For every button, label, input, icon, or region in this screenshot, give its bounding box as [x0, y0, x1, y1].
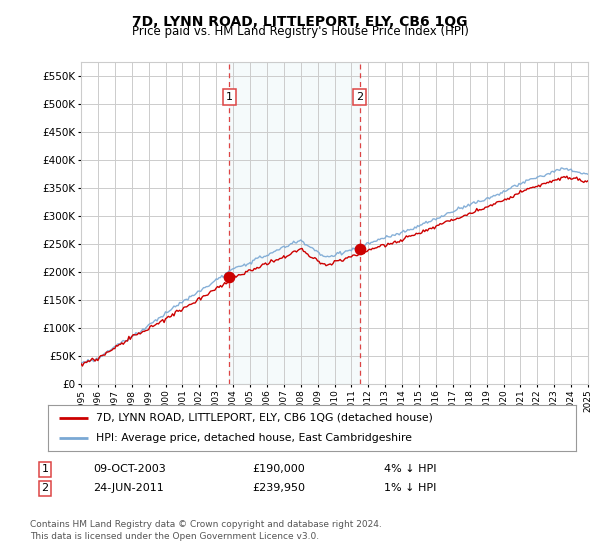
Text: 2: 2: [356, 92, 363, 102]
Text: 4% ↓ HPI: 4% ↓ HPI: [384, 464, 437, 474]
Text: This data is licensed under the Open Government Licence v3.0.: This data is licensed under the Open Gov…: [30, 532, 319, 541]
Text: 1: 1: [41, 464, 49, 474]
Text: HPI: Average price, detached house, East Cambridgeshire: HPI: Average price, detached house, East…: [95, 433, 412, 444]
Text: 1: 1: [226, 92, 233, 102]
Text: 1% ↓ HPI: 1% ↓ HPI: [384, 483, 436, 493]
Text: 2: 2: [41, 483, 49, 493]
Text: 09-OCT-2003: 09-OCT-2003: [93, 464, 166, 474]
Text: £239,950: £239,950: [252, 483, 305, 493]
Point: [355, 245, 364, 254]
Text: 7D, LYNN ROAD, LITTLEPORT, ELY, CB6 1QG: 7D, LYNN ROAD, LITTLEPORT, ELY, CB6 1QG: [132, 15, 468, 29]
Bar: [229, 62, 359, 384]
Text: Price paid vs. HM Land Registry's House Price Index (HPI): Price paid vs. HM Land Registry's House …: [131, 25, 469, 38]
Text: £190,000: £190,000: [252, 464, 305, 474]
Text: 7D, LYNN ROAD, LITTLEPORT, ELY, CB6 1QG (detached house): 7D, LYNN ROAD, LITTLEPORT, ELY, CB6 1QG …: [95, 413, 433, 423]
Text: 24-JUN-2011: 24-JUN-2011: [93, 483, 164, 493]
Point: [224, 273, 234, 282]
Text: Contains HM Land Registry data © Crown copyright and database right 2024.: Contains HM Land Registry data © Crown c…: [30, 520, 382, 529]
